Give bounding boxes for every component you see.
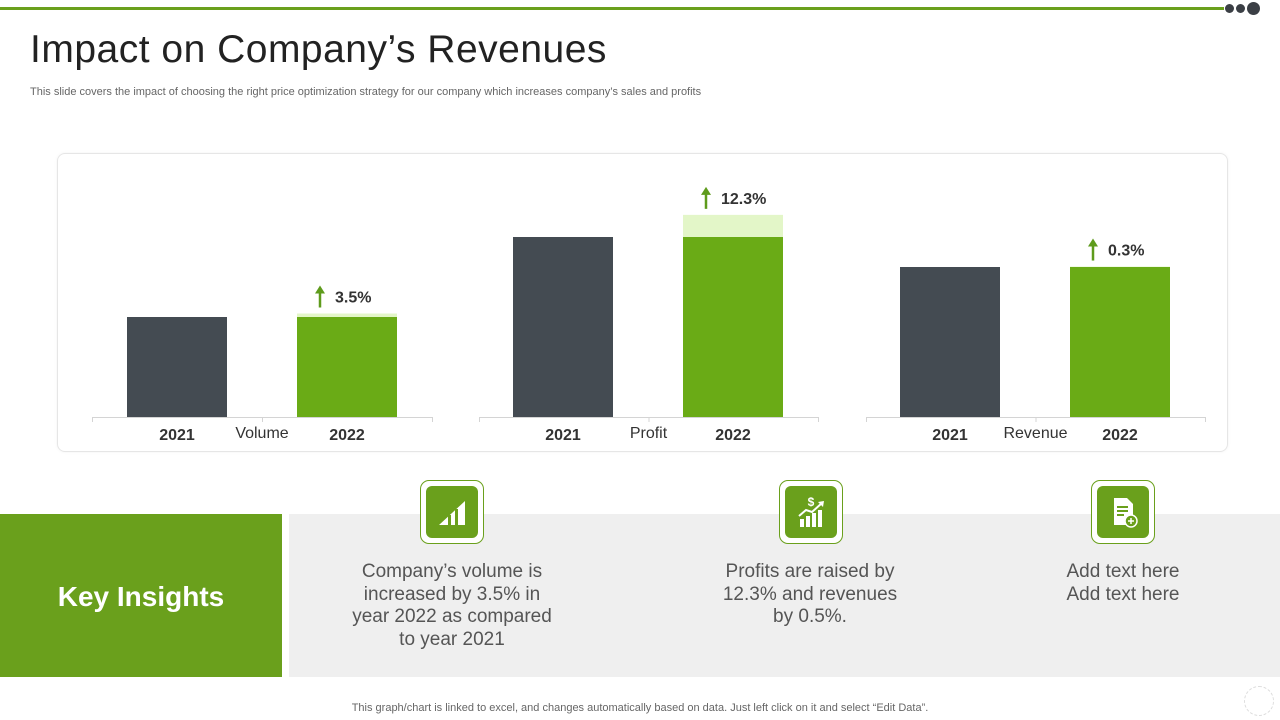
revenue-chart-title: Revenue — [1003, 425, 1067, 442]
profit-bar-2022 — [683, 237, 783, 417]
revenue-tick-label-2021: 2021 — [932, 427, 968, 444]
volume-bar-2022 — [297, 317, 397, 417]
profit-tick-label-2021: 2021 — [545, 427, 581, 444]
volume-change-label: 3.5% — [335, 290, 371, 307]
insight-3-text: Add text here Add text here — [1066, 561, 1180, 605]
top-accent-line — [0, 7, 1224, 10]
insight-1-icon-box — [420, 480, 484, 544]
bar-charts[interactable]: 3.5% 2021 2022 Volume 12.3% 2021 2022 Profit 0.3… — [0, 0, 1280, 470]
page-title: Impact on Company’s Revenues — [30, 28, 607, 71]
bar-growth-icon — [439, 501, 465, 525]
dot-2 — [1236, 4, 1245, 13]
page-subtitle: This slide covers the impact of choosing… — [30, 86, 702, 98]
document-add-icon — [1114, 498, 1138, 528]
revenue-bar-2022 — [1070, 267, 1170, 417]
dot-3 — [1247, 2, 1260, 15]
key-insights-panel — [0, 514, 282, 677]
profit-tick-label-2022: 2022 — [715, 427, 751, 444]
dollar-chart-icon: $ — [798, 495, 824, 527]
profit-change-label: 12.3% — [721, 191, 766, 208]
revenue-tick-label-2022: 2022 — [1102, 427, 1138, 444]
svg-text:$: $ — [808, 495, 815, 509]
insight-2-icon-box: $ — [779, 480, 843, 544]
revenue-up-arrow-head-icon — [1088, 238, 1098, 247]
corner-logo — [1244, 686, 1274, 716]
profit-chart-title: Profit — [630, 425, 668, 442]
volume-tick-label-2022: 2022 — [329, 427, 365, 444]
volume-tick-label-2021: 2021 — [159, 427, 195, 444]
insight-3-icon-box — [1091, 480, 1155, 544]
profit-bar-2021 — [513, 237, 613, 417]
revenue-change-label: 0.3% — [1108, 243, 1144, 260]
volume-bar-2021 — [127, 317, 227, 417]
key-insights-title: Key Insights — [57, 581, 225, 612]
footer-note: This graph/chart is linked to excel, and… — [351, 702, 929, 714]
chart-panel[interactable] — [57, 153, 1228, 452]
insight-2-text: Profits are raised by 12.3% and revenues… — [722, 561, 898, 627]
revenue-bar-2021 — [900, 267, 1000, 417]
volume-bar-2022-increase — [297, 313, 397, 317]
insight-1-text: Company’s volume is increased by 3.5% in… — [352, 561, 552, 650]
volume-up-arrow-head-icon — [315, 285, 325, 294]
slide-dots — [1225, 2, 1260, 15]
volume-chart-title: Volume — [235, 425, 288, 442]
profit-bar-2022-increase — [683, 214, 783, 237]
dot-1 — [1225, 4, 1234, 13]
profit-up-arrow-head-icon — [701, 186, 711, 195]
